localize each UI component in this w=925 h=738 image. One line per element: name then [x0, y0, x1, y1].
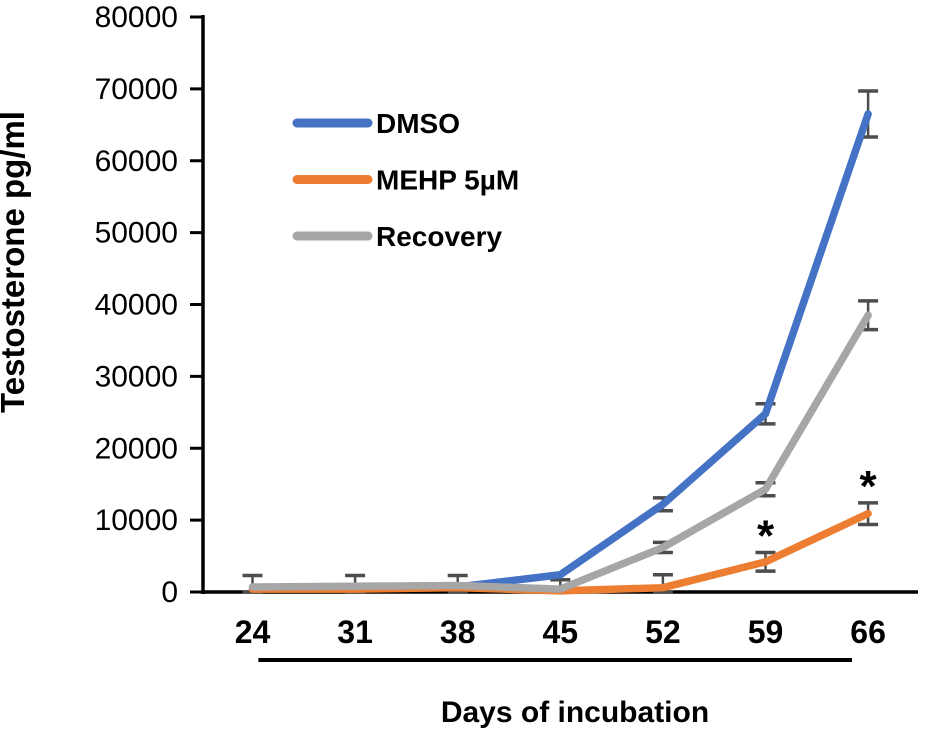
- legend-label-mehp-5-m: MEHP 5µM: [376, 165, 519, 196]
- y-tick-label: 10000: [95, 504, 178, 537]
- y-tick-label: 50000: [95, 217, 178, 250]
- x-tick-label: 66: [850, 614, 886, 650]
- legend-label-dmso: DMSO: [376, 108, 460, 139]
- x-tick-label: 59: [748, 614, 784, 650]
- y-tick-label: 20000: [95, 432, 178, 465]
- y-tick-label: 80000: [95, 1, 178, 34]
- significance-asterisk: *: [757, 511, 775, 560]
- y-tick-label: 30000: [95, 360, 178, 393]
- series-line-dmso: [248, 110, 872, 593]
- significance-asterisk: *: [860, 462, 878, 511]
- x-tick-label: 45: [543, 614, 579, 650]
- axis-title-x: Days of incubation: [441, 696, 709, 729]
- legend-label-recovery: Recovery: [376, 221, 503, 252]
- x-tick-label: 31: [337, 614, 373, 650]
- y-tick-label: 70000: [95, 73, 178, 106]
- axis-title-y: Testosterone pg/ml: [0, 111, 31, 413]
- y-tick-label: 40000: [95, 289, 178, 322]
- x-tick-label: 52: [645, 614, 681, 650]
- series-line-recovery: [248, 311, 872, 593]
- x-tick-label: 24: [235, 614, 271, 650]
- x-tick-label: 38: [440, 614, 476, 650]
- y-tick-label: 60000: [95, 145, 178, 178]
- y-tick-label: 0: [161, 576, 178, 609]
